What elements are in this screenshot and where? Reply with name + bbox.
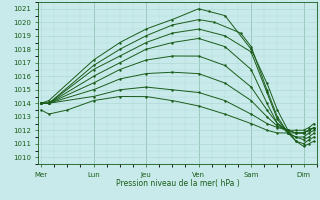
X-axis label: Pression niveau de la mer( hPa ): Pression niveau de la mer( hPa ) [116,179,239,188]
